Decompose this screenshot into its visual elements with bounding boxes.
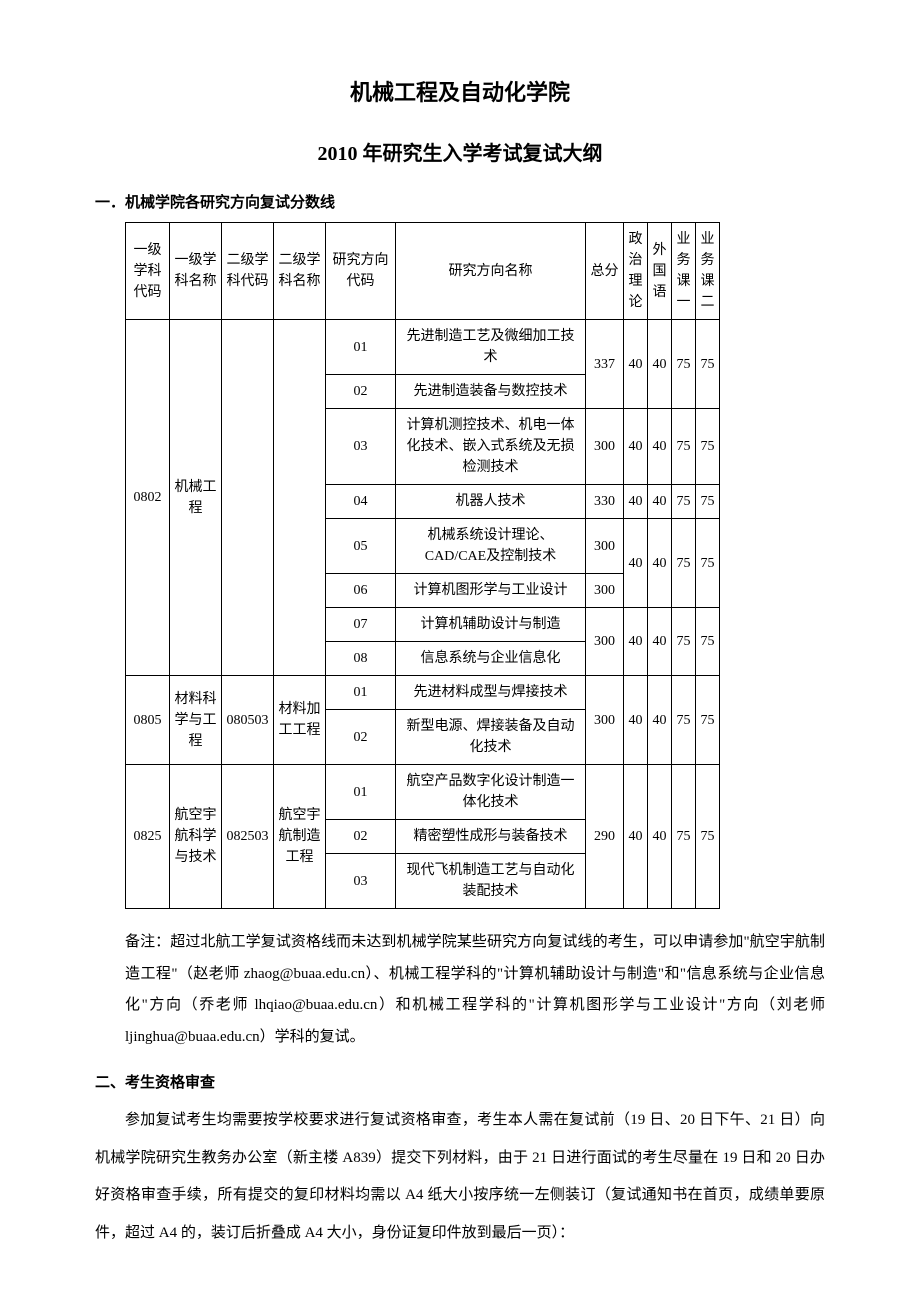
cell-pol: 40 xyxy=(624,409,648,485)
cell-pol: 40 xyxy=(624,485,648,519)
cell-dircode: 03 xyxy=(326,854,396,909)
cell-total: 300 xyxy=(586,676,624,765)
cell-name1: 材料科学与工程 xyxy=(170,676,222,765)
cell-total: 300 xyxy=(586,519,624,574)
cell-code2: 082503 xyxy=(222,765,274,909)
cell-for: 40 xyxy=(648,409,672,485)
table-row: 0805 材料科学与工程 080503 材料加工工程 01 先进材料成型与焊接技… xyxy=(126,676,720,710)
cell-dircode: 01 xyxy=(326,676,396,710)
score-table-wrap: 一级学科代码 一级学科名称 二级学科代码 二级学科名称 研究方向代码 研究方向名… xyxy=(125,222,825,909)
section1-heading: 一．机械学院各研究方向复试分数线 xyxy=(95,191,825,212)
cell-code2 xyxy=(222,320,274,676)
cell-c2: 75 xyxy=(696,765,720,909)
cell-dirname: 机器人技术 xyxy=(396,485,586,519)
th-code2: 二级学科代码 xyxy=(222,223,274,320)
cell-name2: 航空宇航制造工程 xyxy=(274,765,326,909)
cell-for: 40 xyxy=(648,320,672,409)
cell-c2: 75 xyxy=(696,485,720,519)
th-name2: 二级学科名称 xyxy=(274,223,326,320)
cell-dircode: 01 xyxy=(326,320,396,375)
section2-heading: 二、考生资格审查 xyxy=(95,1071,825,1092)
cell-dirname: 现代飞机制造工艺与自动化装配技术 xyxy=(396,854,586,909)
cell-for: 40 xyxy=(648,765,672,909)
cell-total: 300 xyxy=(586,608,624,676)
page-title-main: 机械工程及自动化学院 xyxy=(95,75,825,107)
cell-code1: 0802 xyxy=(126,320,170,676)
cell-dirname: 先进制造工艺及微细加工技术 xyxy=(396,320,586,375)
cell-c1: 75 xyxy=(672,519,696,608)
cell-dircode: 02 xyxy=(326,820,396,854)
cell-c2: 75 xyxy=(696,608,720,676)
cell-dircode: 04 xyxy=(326,485,396,519)
cell-c1: 75 xyxy=(672,485,696,519)
cell-for: 40 xyxy=(648,676,672,765)
cell-total: 300 xyxy=(586,574,624,608)
section2-para: 参加复试考生均需要按学校要求进行复试资格审查，考生本人需在复试前（19 日、20… xyxy=(95,1102,825,1252)
cell-total: 337 xyxy=(586,320,624,409)
th-code1: 一级学科代码 xyxy=(126,223,170,320)
table-header-row: 一级学科代码 一级学科名称 二级学科代码 二级学科名称 研究方向代码 研究方向名… xyxy=(126,223,720,320)
cell-dirname: 机械系统设计理论、CAD/CAE及控制技术 xyxy=(396,519,586,574)
cell-dircode: 06 xyxy=(326,574,396,608)
cell-for: 40 xyxy=(648,608,672,676)
cell-name1: 机械工程 xyxy=(170,320,222,676)
table-row: 0802 机械工程 01 先进制造工艺及微细加工技术 337 40 40 75 … xyxy=(126,320,720,375)
th-c1: 业务课一 xyxy=(672,223,696,320)
cell-code1: 0825 xyxy=(126,765,170,909)
th-for: 外国语 xyxy=(648,223,672,320)
table-row: 0825 航空宇航科学与技术 082503 航空宇航制造工程 01 航空产品数字… xyxy=(126,765,720,820)
cell-dirname: 航空产品数字化设计制造一体化技术 xyxy=(396,765,586,820)
th-dircode: 研究方向代码 xyxy=(326,223,396,320)
cell-c1: 75 xyxy=(672,765,696,909)
cell-pol: 40 xyxy=(624,765,648,909)
cell-dirname: 先进材料成型与焊接技术 xyxy=(396,676,586,710)
cell-dircode: 08 xyxy=(326,642,396,676)
cell-for: 40 xyxy=(648,485,672,519)
cell-pol: 40 xyxy=(624,676,648,765)
cell-c1: 75 xyxy=(672,409,696,485)
th-pol: 政治理论 xyxy=(624,223,648,320)
cell-c2: 75 xyxy=(696,676,720,765)
section1-note: 备注：超过北航工学复试资格线而未达到机械学院某些研究方向复试线的考生，可以申请参… xyxy=(125,927,825,1053)
cell-total: 330 xyxy=(586,485,624,519)
th-c2: 业务课二 xyxy=(696,223,720,320)
cell-dirname: 计算机辅助设计与制造 xyxy=(396,608,586,642)
cell-total: 300 xyxy=(586,409,624,485)
cell-total: 290 xyxy=(586,765,624,909)
cell-dircode: 01 xyxy=(326,765,396,820)
cell-dircode: 05 xyxy=(326,519,396,574)
cell-name2 xyxy=(274,320,326,676)
cell-dirname: 新型电源、焊接装备及自动化技术 xyxy=(396,710,586,765)
cell-dircode: 03 xyxy=(326,409,396,485)
cell-dirname: 信息系统与企业信息化 xyxy=(396,642,586,676)
cell-dircode: 07 xyxy=(326,608,396,642)
cell-c2: 75 xyxy=(696,519,720,608)
cell-dirname: 先进制造装备与数控技术 xyxy=(396,375,586,409)
cell-dirname: 计算机测控技术、机电一体化技术、嵌入式系统及无损检测技术 xyxy=(396,409,586,485)
cell-code1: 0805 xyxy=(126,676,170,765)
cell-pol: 40 xyxy=(624,608,648,676)
th-dirname: 研究方向名称 xyxy=(396,223,586,320)
cell-c1: 75 xyxy=(672,608,696,676)
th-name1: 一级学科名称 xyxy=(170,223,222,320)
cell-dirname: 精密塑性成形与装备技术 xyxy=(396,820,586,854)
cell-c2: 75 xyxy=(696,320,720,409)
cell-c1: 75 xyxy=(672,320,696,409)
cell-c1: 75 xyxy=(672,676,696,765)
cell-name2: 材料加工工程 xyxy=(274,676,326,765)
cell-for: 40 xyxy=(648,519,672,608)
score-table: 一级学科代码 一级学科名称 二级学科代码 二级学科名称 研究方向代码 研究方向名… xyxy=(125,222,720,909)
cell-dircode: 02 xyxy=(326,710,396,765)
cell-name1: 航空宇航科学与技术 xyxy=(170,765,222,909)
cell-pol: 40 xyxy=(624,519,648,608)
th-total: 总分 xyxy=(586,223,624,320)
cell-pol: 40 xyxy=(624,320,648,409)
cell-c2: 75 xyxy=(696,409,720,485)
cell-code2: 080503 xyxy=(222,676,274,765)
cell-dircode: 02 xyxy=(326,375,396,409)
page-title-sub: 2010 年研究生入学考试复试大纲 xyxy=(95,137,825,166)
cell-dirname: 计算机图形学与工业设计 xyxy=(396,574,586,608)
